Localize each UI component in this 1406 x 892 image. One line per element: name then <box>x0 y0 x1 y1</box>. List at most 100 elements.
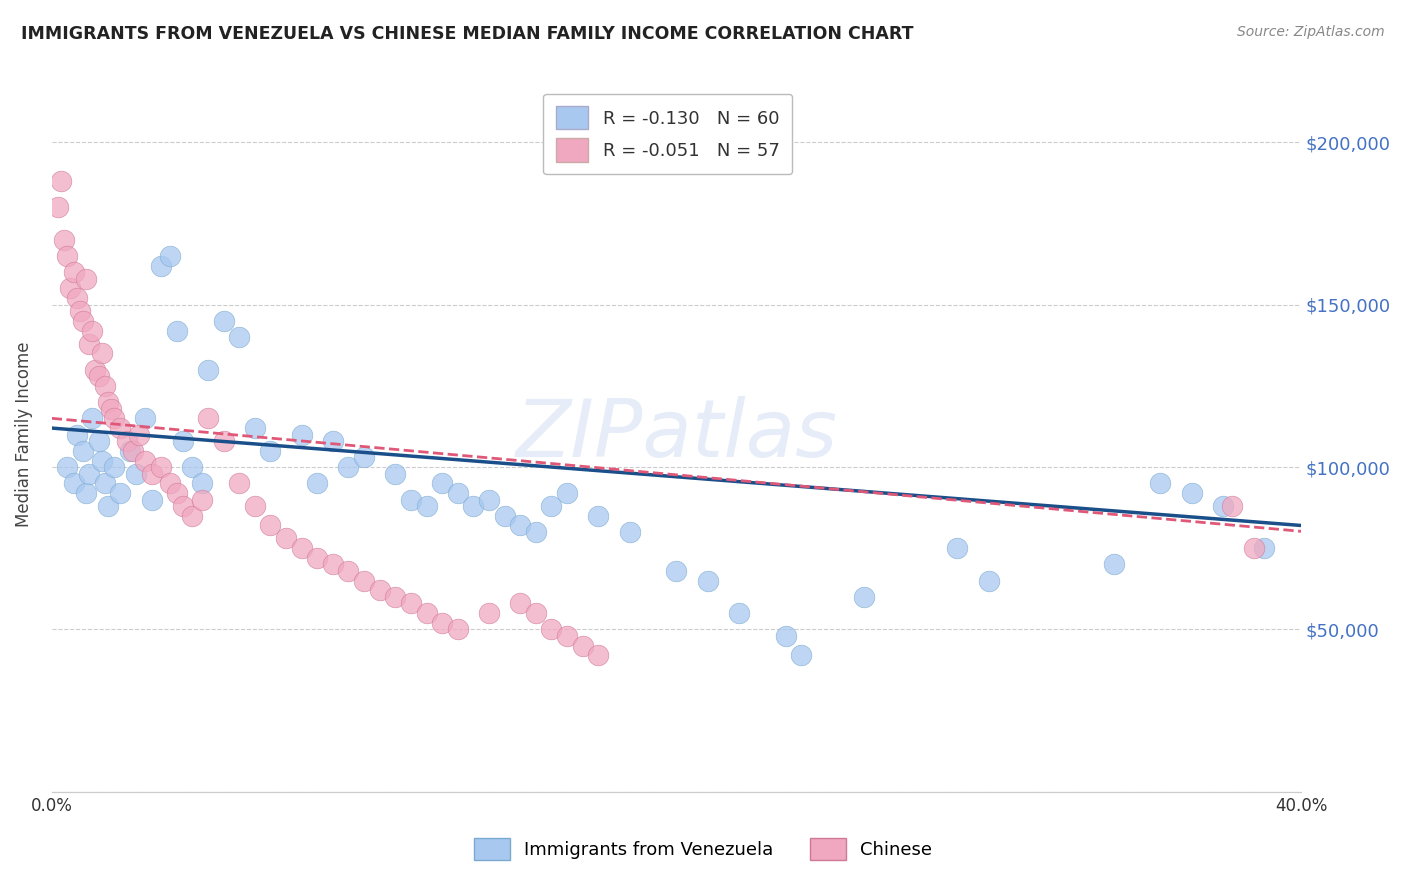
Point <box>72 314 94 328</box>
Point <box>430 615 453 630</box>
Point <box>118 443 141 458</box>
Y-axis label: Median Family Income: Median Family Income <box>15 342 32 527</box>
Point <box>524 606 547 620</box>
Point <box>197 411 219 425</box>
Point <box>243 499 266 513</box>
Point <box>159 249 181 263</box>
Point <box>46 200 69 214</box>
Point <box>69 304 91 318</box>
Point <box>727 606 749 620</box>
Point <box>775 629 797 643</box>
Point <box>399 596 422 610</box>
Point <box>790 648 813 663</box>
Legend: Immigrants from Venezuela, Chinese: Immigrants from Venezuela, Chinese <box>467 830 939 867</box>
Point <box>540 499 562 513</box>
Point <box>103 460 125 475</box>
Point <box>243 421 266 435</box>
Point <box>274 532 297 546</box>
Point <box>53 233 76 247</box>
Point <box>190 492 212 507</box>
Point <box>181 508 204 523</box>
Point <box>291 541 314 556</box>
Point <box>322 558 344 572</box>
Text: ZIPatlas: ZIPatlas <box>516 395 838 474</box>
Point <box>696 574 718 588</box>
Point <box>190 476 212 491</box>
Point <box>447 623 470 637</box>
Point <box>478 492 501 507</box>
Point <box>94 379 117 393</box>
Point <box>322 434 344 448</box>
Point <box>134 411 156 425</box>
Point <box>82 411 104 425</box>
Point <box>49 174 72 188</box>
Point <box>228 330 250 344</box>
Point <box>665 564 688 578</box>
Point <box>555 629 578 643</box>
Point <box>75 271 97 285</box>
Point <box>77 467 100 481</box>
Point <box>87 369 110 384</box>
Point <box>368 583 391 598</box>
Point <box>384 467 406 481</box>
Point <box>463 499 485 513</box>
Point <box>430 476 453 491</box>
Point <box>90 453 112 467</box>
Point <box>166 486 188 500</box>
Point <box>159 476 181 491</box>
Point <box>56 249 79 263</box>
Point <box>571 639 593 653</box>
Point <box>307 476 329 491</box>
Point <box>337 564 360 578</box>
Text: Source: ZipAtlas.com: Source: ZipAtlas.com <box>1237 25 1385 39</box>
Point <box>540 623 562 637</box>
Point <box>291 427 314 442</box>
Point <box>84 362 107 376</box>
Point <box>509 518 531 533</box>
Point <box>66 427 89 442</box>
Point <box>307 550 329 565</box>
Point <box>524 524 547 539</box>
Point <box>103 411 125 425</box>
Legend: R = -0.130   N = 60, R = -0.051   N = 57: R = -0.130 N = 60, R = -0.051 N = 57 <box>543 94 792 174</box>
Point <box>1253 541 1275 556</box>
Point <box>212 314 235 328</box>
Point <box>415 499 437 513</box>
Point <box>946 541 969 556</box>
Point <box>122 443 145 458</box>
Point <box>555 486 578 500</box>
Point <box>141 492 163 507</box>
Point <box>181 460 204 475</box>
Point <box>509 596 531 610</box>
Point <box>384 590 406 604</box>
Point <box>97 395 120 409</box>
Point <box>150 259 173 273</box>
Point <box>90 346 112 360</box>
Point <box>134 453 156 467</box>
Point <box>125 467 148 481</box>
Point <box>172 499 194 513</box>
Text: IMMIGRANTS FROM VENEZUELA VS CHINESE MEDIAN FAMILY INCOME CORRELATION CHART: IMMIGRANTS FROM VENEZUELA VS CHINESE MED… <box>21 25 914 43</box>
Point <box>62 265 84 279</box>
Point <box>353 450 375 465</box>
Point <box>128 427 150 442</box>
Point <box>259 443 281 458</box>
Point <box>1212 499 1234 513</box>
Point <box>82 324 104 338</box>
Point <box>1149 476 1171 491</box>
Point <box>172 434 194 448</box>
Point <box>141 467 163 481</box>
Point <box>337 460 360 475</box>
Point <box>852 590 875 604</box>
Point <box>97 499 120 513</box>
Point <box>399 492 422 507</box>
Point <box>94 476 117 491</box>
Point <box>588 508 610 523</box>
Point <box>100 401 122 416</box>
Point <box>75 486 97 500</box>
Point <box>977 574 1000 588</box>
Point <box>353 574 375 588</box>
Point <box>588 648 610 663</box>
Point <box>197 362 219 376</box>
Point <box>110 421 132 435</box>
